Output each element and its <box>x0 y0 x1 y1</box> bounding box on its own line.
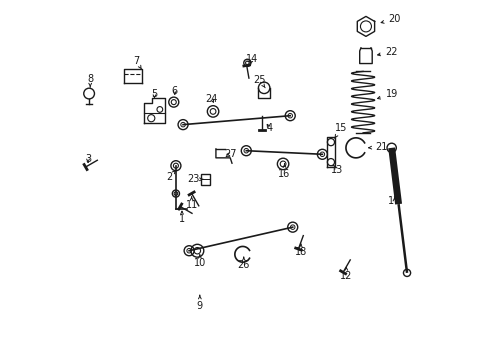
Text: 15: 15 <box>334 123 346 138</box>
Text: 26: 26 <box>237 257 249 270</box>
Text: 5: 5 <box>151 89 157 99</box>
Text: 3: 3 <box>85 154 91 164</box>
Text: 14: 14 <box>246 54 258 64</box>
Text: 19: 19 <box>377 89 397 99</box>
Text: 9: 9 <box>196 295 203 311</box>
Text: 1: 1 <box>179 211 184 224</box>
Text: 23: 23 <box>187 174 203 184</box>
Bar <box>201 174 210 185</box>
Text: 18: 18 <box>294 244 306 257</box>
Text: 24: 24 <box>205 94 217 104</box>
Text: 8: 8 <box>87 74 93 87</box>
Text: 20: 20 <box>380 14 400 24</box>
Text: 16: 16 <box>278 164 290 179</box>
Text: 6: 6 <box>171 86 178 96</box>
Text: 25: 25 <box>253 75 265 88</box>
Text: 7: 7 <box>133 57 142 69</box>
Text: 10: 10 <box>193 255 205 268</box>
Text: 17: 17 <box>387 197 400 206</box>
Text: 22: 22 <box>377 47 397 57</box>
Text: 12: 12 <box>340 267 352 281</box>
Text: 21: 21 <box>368 142 386 152</box>
Text: 13: 13 <box>330 165 342 175</box>
Text: 11: 11 <box>185 197 197 210</box>
Text: 2: 2 <box>166 171 175 182</box>
Text: 27: 27 <box>224 149 237 159</box>
Text: 4: 4 <box>266 123 272 133</box>
